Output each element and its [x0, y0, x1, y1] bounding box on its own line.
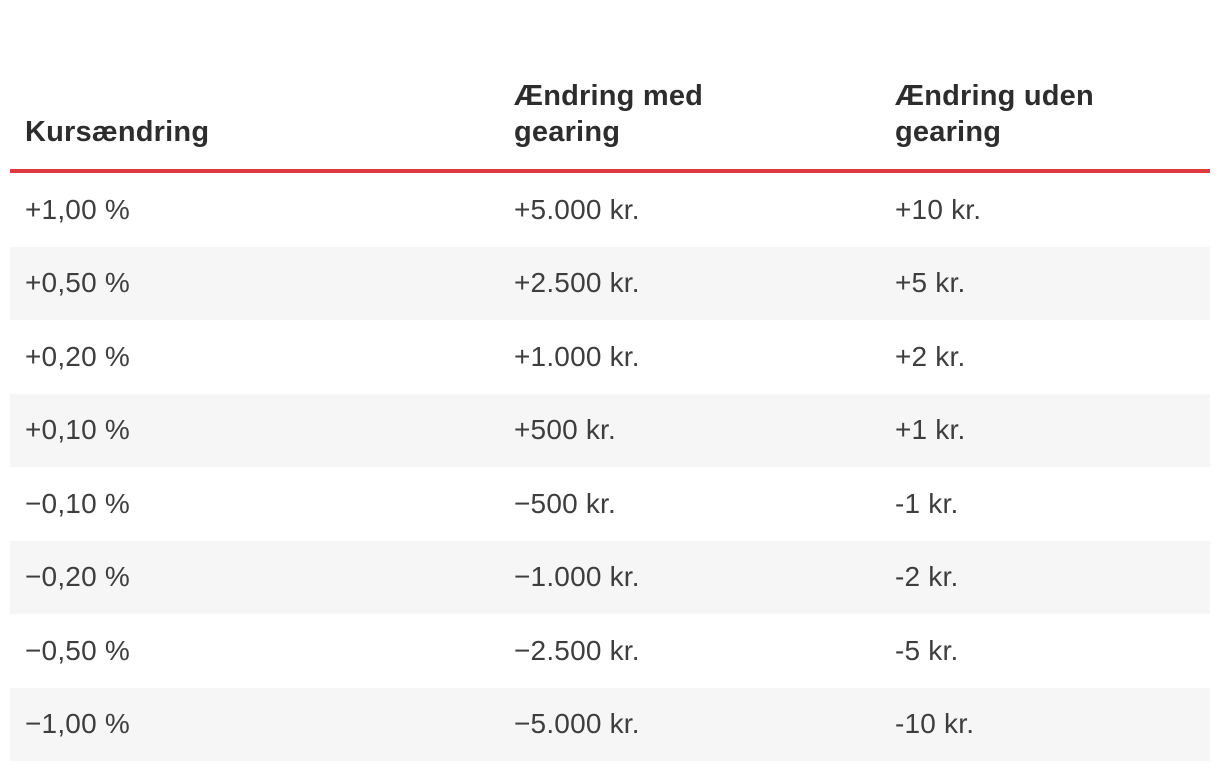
table-cell: +10 kr.	[895, 193, 982, 225]
table-row: +0,20 % +1.000 kr. +2 kr.	[10, 320, 1210, 394]
table-body: +1,00 % +5.000 kr. +10 kr. +0,50 % +2.500 kr…	[10, 173, 1210, 761]
table-cell: −1,00 %	[25, 708, 130, 740]
table-cell: −1.000 kr.	[514, 561, 640, 593]
table-cell: +500 kr.	[514, 414, 617, 446]
table-cell: +2 kr.	[895, 340, 966, 372]
table-cell: −0,20 %	[25, 561, 130, 593]
table-cell: +5.000 kr.	[514, 193, 640, 225]
table-cell: -10 kr.	[895, 708, 975, 740]
table-row: −0,20 % −1.000 kr. -2 kr.	[10, 540, 1210, 614]
table-cell: +0,20 %	[25, 340, 130, 372]
column-header-aendring-uden-gearing: Ændring uden gearing	[895, 80, 1094, 148]
table-cell: −0,50 %	[25, 634, 130, 666]
table-cell: -1 kr.	[895, 487, 959, 519]
table-cell: −500 kr.	[514, 487, 617, 519]
table-row: +1,00 % +5.000 kr. +10 kr.	[10, 173, 1210, 247]
table-cell: +1.000 kr.	[514, 340, 640, 372]
table-cell: +2.500 kr.	[514, 267, 640, 299]
table-row: −0,10 % −500 kr. -1 kr.	[10, 467, 1210, 541]
column-header-kursaendring: Kursændring	[25, 116, 210, 148]
table-cell: +0,10 %	[25, 414, 130, 446]
table-header-row: Kursændring Ændring med gearing Ændring …	[10, 0, 1210, 173]
table-cell: -2 kr.	[895, 561, 959, 593]
table-row: −1,00 % −5.000 kr. -10 kr.	[10, 687, 1210, 761]
table-cell: +1 kr.	[895, 414, 966, 446]
table-cell: −2.500 kr.	[514, 634, 640, 666]
table-cell: +1,00 %	[25, 193, 130, 225]
table-cell: +0,50 %	[25, 267, 130, 299]
table-row: −0,50 % −2.500 kr. -5 kr.	[10, 614, 1210, 688]
table-row: +0,50 % +2.500 kr. +5 kr.	[10, 246, 1210, 320]
table-cell: −0,10 %	[25, 487, 130, 519]
gearing-table: Kursændring Ændring med gearing Ændring …	[10, 0, 1210, 761]
table-row: +0,10 % +500 kr. +1 kr.	[10, 393, 1210, 467]
table-cell: +5 kr.	[895, 267, 966, 299]
column-header-aendring-med-gearing: Ændring med gearing	[514, 80, 704, 148]
table-cell: −5.000 kr.	[514, 708, 640, 740]
table-cell: -5 kr.	[895, 634, 959, 666]
